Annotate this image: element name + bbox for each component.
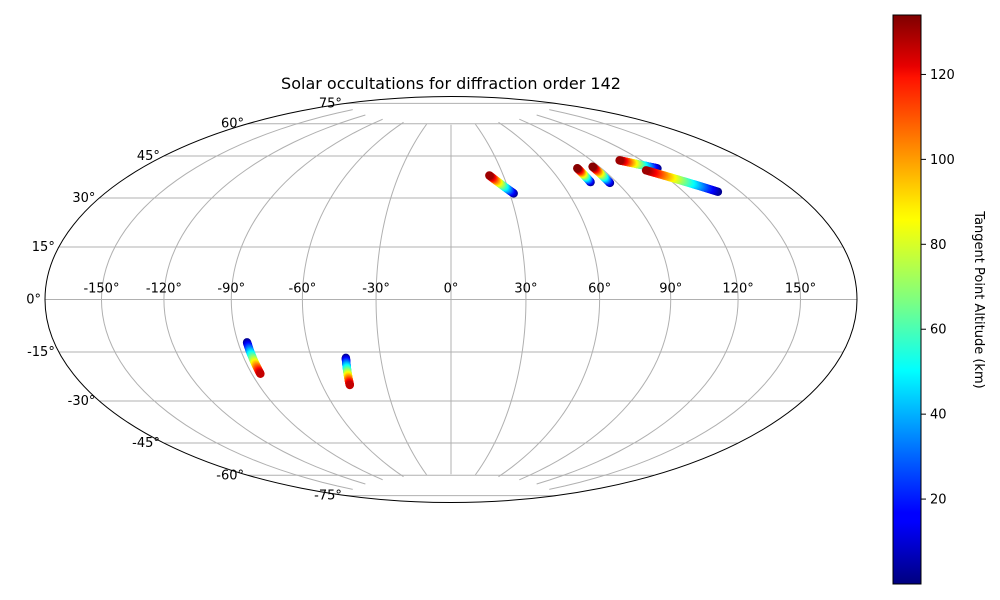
latitude-tick-label: -60° — [216, 468, 244, 483]
colorbar-tick-label: 20 — [930, 493, 947, 508]
longitude-tick-labels: -150° -120° -90° -60° -30° 0° 30° 60° 90° 120° 150… — [83, 282, 816, 297]
colorbar: 20 40 60 80 100 120 Tangent Point Altitude (k… — [892, 14, 986, 585]
longitude-tick-label: 120° — [722, 282, 753, 297]
latitude-tick-label: 0° — [26, 293, 41, 308]
latitude-tick-label: -15° — [27, 345, 55, 360]
colorbar-tick-label: 100 — [930, 153, 955, 168]
longitude-tick-label: 60° — [588, 282, 611, 297]
occultation-point — [345, 380, 355, 390]
latitude-tick-label: 75° — [319, 96, 342, 111]
colorbar-tick-label: 60 — [930, 323, 947, 338]
chart-title: Solar occultations for diffraction order… — [281, 74, 621, 93]
occultation-point — [588, 162, 597, 171]
longitude-tick-label: 30° — [514, 282, 537, 297]
colorbar-label: Tangent Point Altitude (km) — [971, 210, 986, 388]
longitude-tick-label: -30° — [362, 282, 390, 297]
latitude-tick-label: -45° — [132, 436, 160, 451]
occultation-point — [485, 171, 494, 180]
occultation-point — [615, 156, 624, 165]
longitude-tick-label: 150° — [785, 282, 816, 297]
longitude-tick-label: -60° — [289, 282, 317, 297]
longitude-tick-label: -90° — [217, 282, 245, 297]
colorbar-ticks: 20 40 60 80 100 120 — [921, 68, 955, 508]
map-boundary — [44, 96, 858, 503]
colorbar-tick-label: 80 — [930, 238, 947, 253]
latitude-tick-label: 30° — [72, 191, 95, 206]
latitude-tick-label: 45° — [137, 149, 160, 164]
occultation-point — [641, 166, 651, 175]
colorbar-tick-label: 40 — [930, 408, 947, 423]
longitude-tick-label: 90° — [659, 282, 682, 297]
latitude-tick-label: 15° — [32, 240, 55, 255]
latitude-tick-label: 60° — [221, 117, 244, 132]
latitude-tick-label: -75° — [314, 489, 342, 504]
longitude-tick-label: 0° — [444, 282, 459, 297]
latitude-tick-label: -30° — [68, 394, 96, 409]
occultation-points — [242, 156, 723, 390]
colorbar-gradient — [892, 14, 922, 585]
map-area: -150° -120° -90° -60° -30° 0° 30° 60° 90° 120° 150… — [26, 96, 858, 504]
colorbar-tick-label: 120 — [930, 68, 955, 83]
latitude-tick-labels: 75° 60° 45° 30° 15° 0° -15° -30° -45° -60° -75° — [26, 96, 342, 503]
graticule — [45, 102, 857, 497]
longitude-tick-label: -150° — [83, 282, 119, 297]
longitude-tick-label: -120° — [146, 282, 182, 297]
occultation-point — [573, 164, 582, 173]
occultation-point — [256, 369, 265, 378]
